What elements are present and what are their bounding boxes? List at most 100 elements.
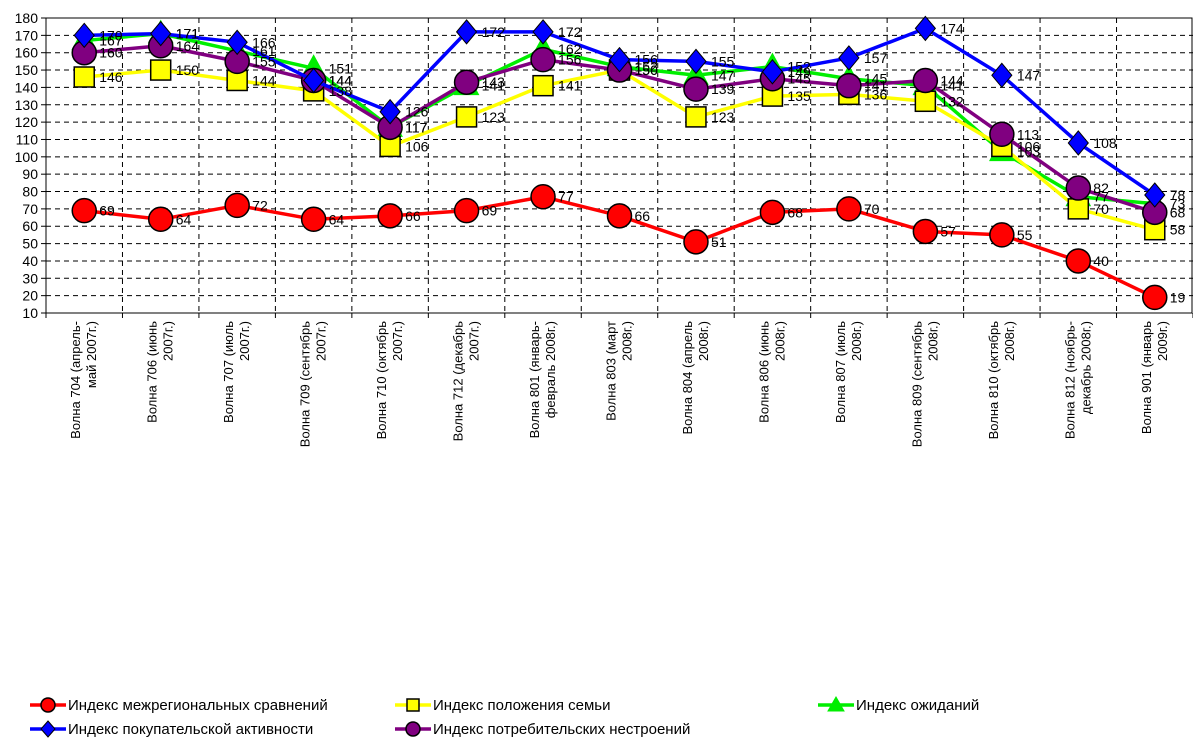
- series-4-point: [1142, 284, 1168, 311]
- data-label: 172: [558, 24, 582, 40]
- x-tick-label: Волна 812 (ноябрь-декабрь 2008г.): [1062, 321, 1093, 439]
- series-4-point: [71, 197, 97, 224]
- x-tick-label-line: 2007г.): [237, 321, 252, 361]
- data-label: 136: [864, 86, 888, 102]
- series-3-point: [685, 48, 707, 75]
- data-label: 147: [711, 67, 735, 83]
- series-3-point: [914, 15, 937, 42]
- x-tick-label-line: Волна 901 (январь: [1139, 321, 1154, 434]
- x-tick-label-line: Волна 710 (октябрь: [374, 321, 389, 440]
- series-2-point: [836, 72, 862, 99]
- data-label: 78: [1170, 187, 1186, 203]
- x-tick-label-line: Волна 801 (январь-: [527, 321, 542, 438]
- data-label: 141: [558, 78, 582, 94]
- data-label: 68: [787, 204, 803, 220]
- series-4-point: [377, 203, 403, 229]
- data-label: 77: [558, 189, 574, 205]
- data-label: 156: [635, 52, 659, 68]
- plot-area: [45, 17, 1193, 314]
- series-4-point: [759, 199, 786, 226]
- x-tick-label-line: 2007г.): [390, 321, 405, 361]
- legend-marker: [827, 695, 845, 712]
- series-3-point: [226, 29, 248, 56]
- data-label: 151: [329, 60, 353, 76]
- x-tick-label: Волна 809 (сентябрь 2008г.): [909, 321, 940, 447]
- x-tick-label: Волна 709 (сентябрь 2007г.): [298, 321, 329, 447]
- x-tick-label-line: Волна 704 (апрель-: [68, 321, 83, 439]
- data-label: 117: [405, 119, 428, 135]
- y-tick-label: 50: [22, 236, 38, 252]
- x-tick-label-line: Волна 810 (октябрь: [986, 321, 1001, 440]
- data-label: 68: [1170, 204, 1186, 220]
- y-tick-label: 80: [22, 184, 38, 200]
- y-tick-label: 130: [15, 97, 39, 113]
- data-label: 145: [864, 71, 888, 87]
- series-3-point: [532, 19, 554, 45]
- data-label: 141: [864, 78, 888, 94]
- data-label: 164: [176, 38, 200, 54]
- data-label: 138: [329, 83, 353, 99]
- data-label: 141: [482, 78, 506, 94]
- series-2-point: [683, 76, 709, 102]
- legend-marker: [406, 698, 420, 712]
- legend-marker: [40, 720, 56, 738]
- x-tick-label: Волна 810 (октябрь 2008г.): [986, 321, 1017, 440]
- x-tick-label-line: Волна 806 (июнь: [756, 321, 771, 423]
- series-4-point: [147, 206, 174, 233]
- data-label: 69: [99, 203, 115, 219]
- x-tick-label-line: Волна 809 (сентябрь: [909, 321, 924, 447]
- y-tick-label: 160: [15, 45, 39, 61]
- y-tick-label: 60: [22, 218, 38, 234]
- series-3-point: [302, 67, 325, 94]
- series-1-point: [149, 59, 172, 81]
- data-label: 152: [635, 59, 659, 75]
- x-tick-label-line: Волна 812 (ноябрь-: [1062, 321, 1077, 439]
- x-tick-label-line: Волна 803 (март: [604, 321, 619, 421]
- series-2-point: [453, 69, 480, 95]
- x-tick-label-line: 2007г.): [314, 321, 329, 361]
- legend-marker: [40, 697, 56, 713]
- y-tick-label: 20: [22, 288, 38, 304]
- data-label: 172: [482, 24, 506, 40]
- data-label: 106: [405, 138, 429, 154]
- y-tick-label: 100: [15, 149, 39, 165]
- data-label: 144: [252, 72, 276, 88]
- series-3-point: [761, 59, 784, 85]
- data-label: 171: [176, 26, 200, 42]
- y-tick-label: 40: [22, 253, 38, 269]
- x-tick-label-line: Волна 712 (декабрь: [451, 321, 466, 442]
- data-label: 157: [864, 50, 888, 66]
- x-tick-label-line: 2008г.): [696, 321, 711, 361]
- x-tick-label: Волна 901 (январь 2009г.): [1139, 321, 1170, 434]
- series-3-point: [991, 62, 1013, 89]
- x-tick-label-line: 2009г.): [1155, 321, 1170, 361]
- series-1-point: [1067, 198, 1090, 220]
- data-label: 57: [940, 223, 956, 239]
- y-tick-label: 180: [15, 10, 39, 26]
- y-tick-label: 120: [15, 114, 39, 130]
- x-tick-label-line: декабрь 2008г.): [1078, 321, 1093, 414]
- series-3-point: [379, 98, 401, 125]
- data-label: 58: [1170, 222, 1186, 238]
- data-label: 108: [1093, 135, 1117, 151]
- data-label: 144: [940, 72, 964, 88]
- data-label: 143: [482, 74, 506, 90]
- series-3-point: [150, 20, 172, 47]
- data-label: 135: [787, 88, 811, 104]
- data-label: 144: [329, 72, 353, 88]
- x-tick-label: Волна 806 (июнь 2008г.): [756, 321, 787, 423]
- data-label: 170: [99, 27, 123, 43]
- series-1-point: [685, 106, 707, 128]
- legend-item: Индекс положения семьи: [395, 697, 610, 714]
- x-tick-label-line: май 2007г.): [84, 321, 99, 388]
- x-tick-label: Волна 707 (июль 2007г.): [221, 321, 252, 423]
- data-label: 144: [329, 72, 353, 88]
- data-label: 174: [940, 20, 964, 36]
- x-tick-label: Волна 710 (октябрь 2007г.): [374, 321, 405, 440]
- x-tick-label-line: 2008г.): [772, 321, 787, 361]
- y-tick-label: 170: [15, 27, 39, 43]
- data-label: 147: [1017, 67, 1041, 83]
- x-tick-label-line: 2008г.): [1002, 321, 1017, 361]
- legend-item: Индекс ожиданий: [818, 695, 979, 714]
- y-tick-label: 10: [22, 305, 38, 321]
